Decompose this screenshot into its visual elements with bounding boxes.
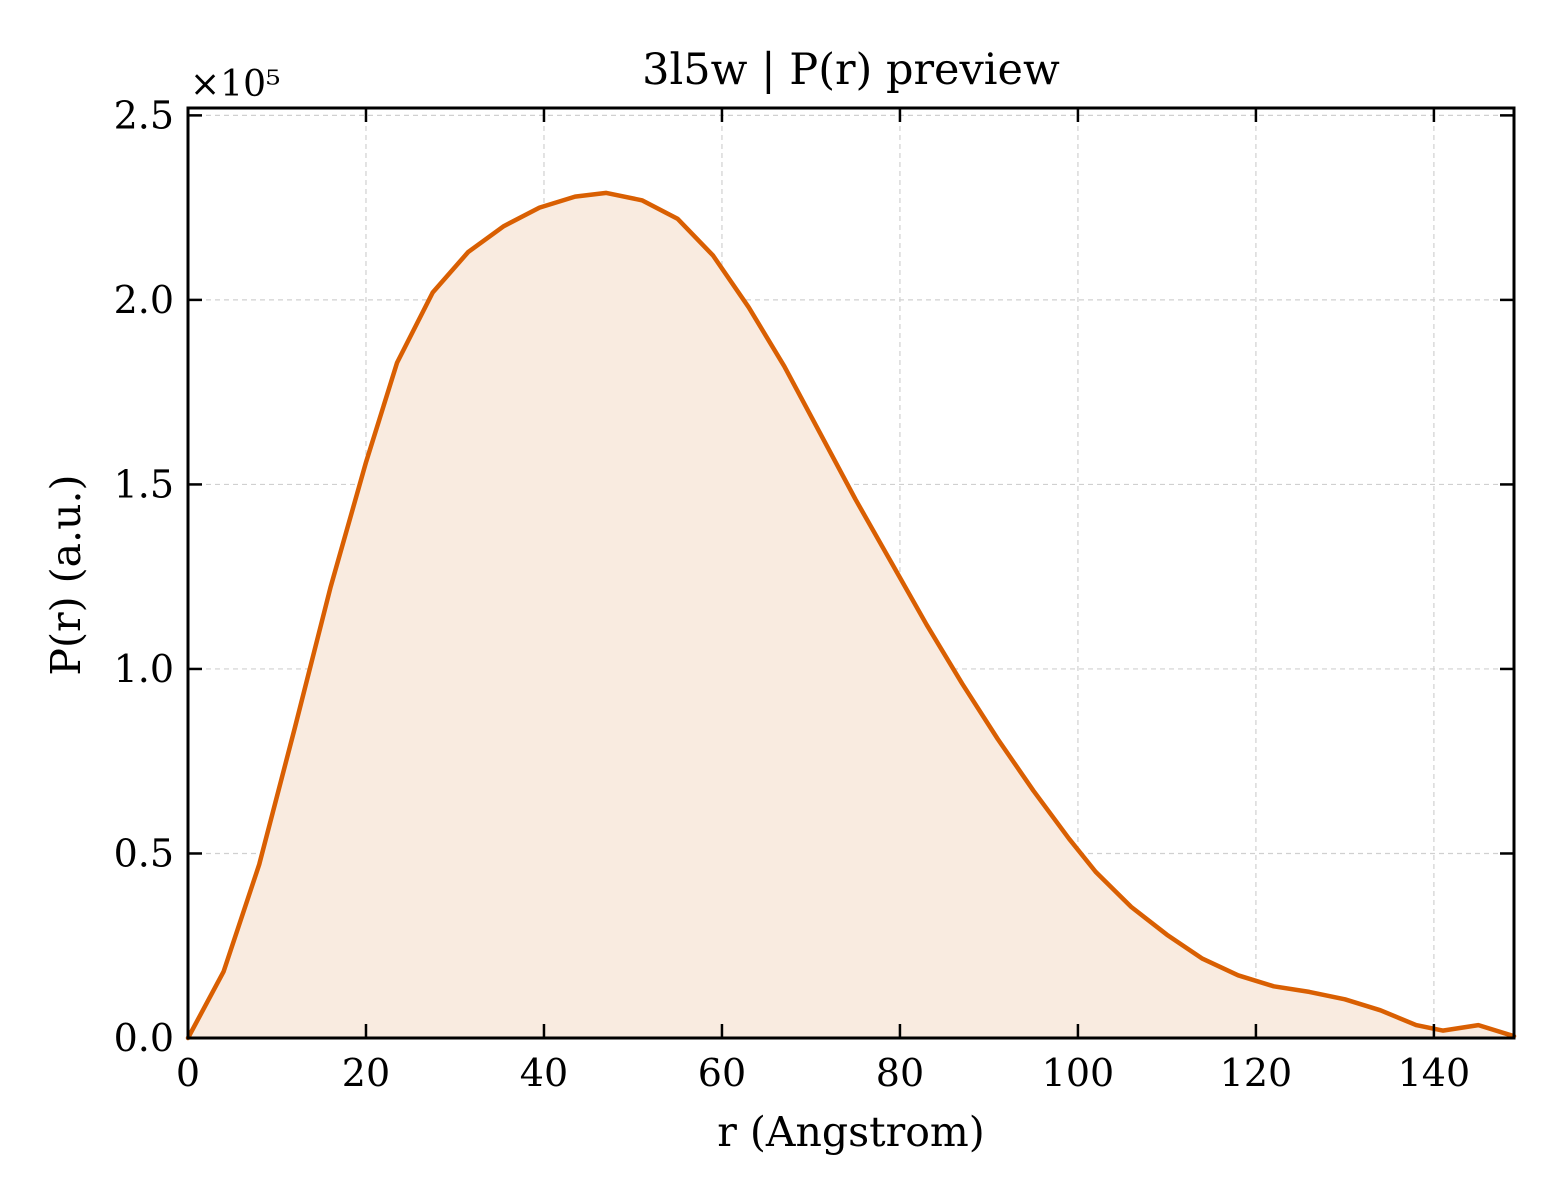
x-tick-label: 20 bbox=[342, 1051, 390, 1095]
x-tick-label: 60 bbox=[698, 1051, 746, 1095]
pr-series-line bbox=[185, 190, 1517, 1041]
x-tick-label: 140 bbox=[1398, 1051, 1471, 1095]
pr-area-fill bbox=[188, 192, 1514, 1038]
y-axis-multiplier: ×10⁵ bbox=[190, 64, 280, 105]
x-tick-label: 120 bbox=[1220, 1051, 1293, 1095]
chart-title: 3l5w | P(r) preview bbox=[642, 45, 1060, 95]
y-tick-label: 0.5 bbox=[114, 831, 174, 875]
y-tick-label: 2.0 bbox=[114, 278, 174, 322]
x-axis-ticks: 0 20 40 60 80 100 120 140 bbox=[176, 108, 1470, 1095]
y-axis-title: P(r) (a.u.) bbox=[42, 474, 90, 675]
y-tick-label: 1.0 bbox=[114, 647, 174, 691]
y-tick-label: 2.5 bbox=[114, 93, 174, 137]
x-axis-title: r (Angstrom) bbox=[717, 1108, 985, 1156]
x-tick-label: 80 bbox=[876, 1051, 924, 1095]
plot-frame bbox=[186, 106, 1516, 1040]
y-tick-label: 1.5 bbox=[114, 462, 174, 506]
x-tick-label: 40 bbox=[520, 1051, 568, 1095]
x-tick-label: 100 bbox=[1042, 1051, 1115, 1095]
x-tick-label: 0 bbox=[176, 1051, 200, 1095]
y-axis-ticks: 0.0 0.5 1.0 1.5 2.0 2.5 bbox=[114, 93, 1514, 1060]
y-tick-label: 0.0 bbox=[114, 1016, 174, 1060]
